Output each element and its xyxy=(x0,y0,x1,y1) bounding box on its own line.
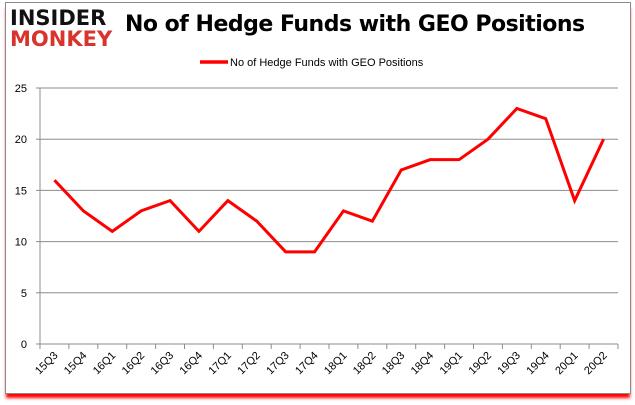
x-tick-label: 18Q2 xyxy=(351,350,379,378)
legend-label: No of Hedge Funds with GEO Positions xyxy=(230,57,424,69)
x-tick-label: 20Q2 xyxy=(582,350,610,378)
x-tick-label: 19Q1 xyxy=(438,350,466,378)
y-tick-label: 25 xyxy=(15,83,27,95)
x-tick-label: 19Q4 xyxy=(524,350,552,378)
x-tick-label: 17Q4 xyxy=(293,350,321,378)
x-tick-label: 18Q3 xyxy=(380,350,408,378)
chart-frame xyxy=(5,2,631,394)
y-tick-label: 15 xyxy=(15,185,27,197)
x-tick-label: 15Q3 xyxy=(33,350,61,378)
x-tick-label: 16Q2 xyxy=(120,350,148,378)
x-tick-label: 18Q1 xyxy=(322,350,350,378)
x-tick-label: 15Q4 xyxy=(62,350,90,378)
x-tick-label: 16Q1 xyxy=(91,350,119,378)
y-tick-label: 20 xyxy=(15,134,27,146)
y-tick-label: 0 xyxy=(21,339,27,351)
x-tick-label: 18Q4 xyxy=(409,350,437,378)
insider-monkey-logo: INSIDER MONKEY xyxy=(10,8,112,50)
x-tick-label: 19Q3 xyxy=(495,350,523,378)
x-tick-label: 17Q3 xyxy=(264,350,292,378)
series-line xyxy=(53,106,605,254)
x-tick-label: 17Q1 xyxy=(206,350,234,378)
logo-line1: INSIDER xyxy=(10,6,107,30)
x-tick-label: 19Q2 xyxy=(467,350,495,378)
chart-title: No of Hedge Funds with GEO Positions xyxy=(125,12,585,37)
y-tick-label: 10 xyxy=(15,237,27,249)
y-tick-label: 5 xyxy=(21,288,27,300)
x-tick-label: 20Q1 xyxy=(553,350,581,378)
x-tick-label: 17Q2 xyxy=(235,350,263,378)
logo-line2: MONKEY xyxy=(10,27,113,51)
x-tick-label: 16Q4 xyxy=(178,350,206,378)
x-tick-label: 16Q3 xyxy=(149,350,177,378)
